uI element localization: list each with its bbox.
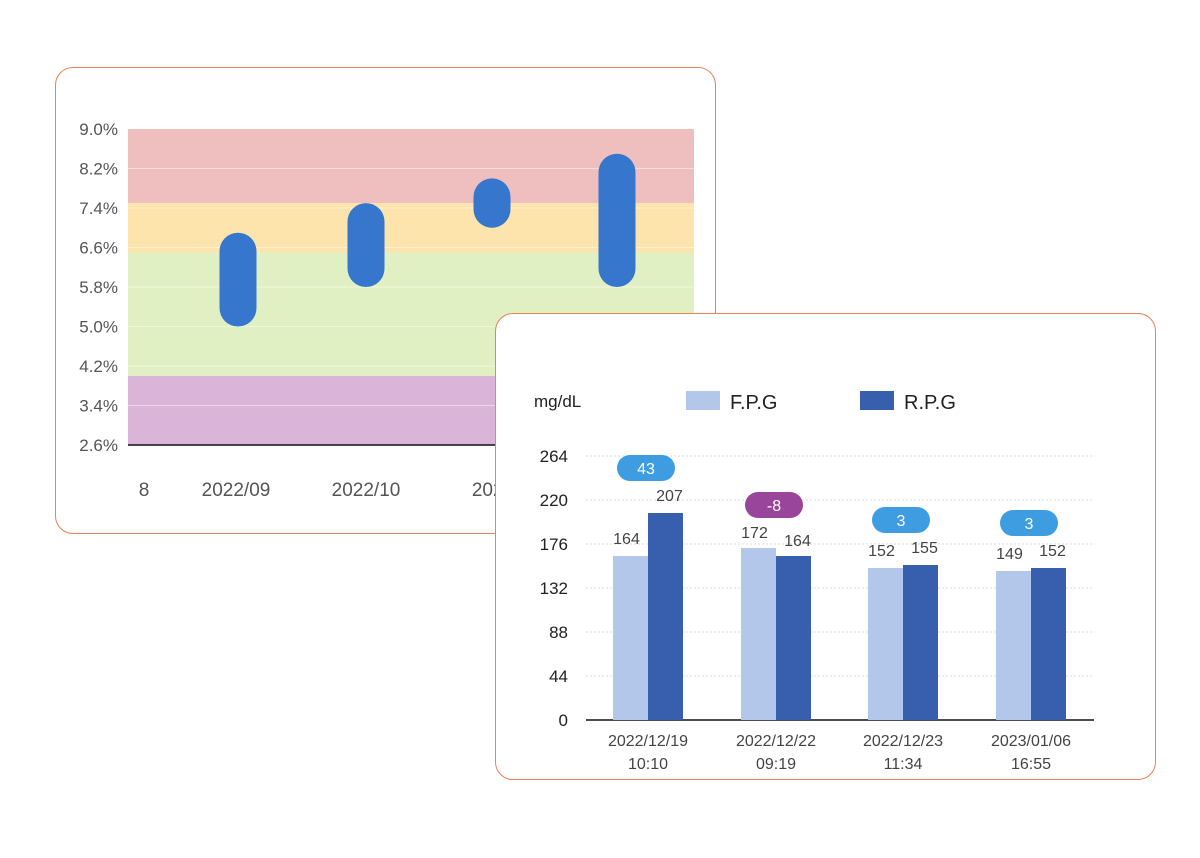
y-tick-label: 8.2% [79, 160, 118, 179]
fpg-value-label: 152 [868, 543, 895, 560]
x-tick-date-label: 2022/12/19 [608, 733, 688, 750]
rpg-value-label: 164 [784, 533, 811, 550]
difference-badge-3 [1000, 510, 1058, 536]
y-tick-label: 176 [540, 535, 568, 554]
x-tick-date-label: 2022/12/22 [736, 733, 816, 750]
x-tick-label: 2022/09 [202, 480, 271, 501]
y-tick-label: 2.6% [79, 436, 118, 455]
rpg-bar-0 [648, 513, 683, 720]
glucose-chart-card: mg/dL F.P.G R.P.G 264 220 176 132 88 44 0 164 207 43… [495, 313, 1156, 780]
rpg-value-label: 152 [1039, 543, 1066, 560]
rpg-value-label: 155 [911, 540, 938, 557]
y-tick-label: 132 [540, 579, 568, 598]
difference-badge-label: -8 [767, 498, 781, 515]
fpg-value-label: 172 [741, 525, 768, 542]
range-bar-2 [473, 178, 511, 228]
range-bar-3 [598, 153, 636, 287]
difference-badge-0 [617, 455, 675, 481]
y-tick-label: 3.4% [79, 397, 118, 416]
y-tick-label: 5.0% [79, 318, 118, 337]
fpg-bar-3 [996, 571, 1031, 720]
difference-badge-label: 43 [637, 461, 655, 478]
glucose-bar-chart: mg/dL F.P.G R.P.G 264 220 176 132 88 44 0 164 20743… [534, 391, 1094, 773]
fpg-bar-2 [868, 568, 903, 720]
y-tick-label: 44 [549, 667, 568, 686]
unit-label: mg/dL [534, 392, 581, 411]
y-tick-label: 5.8% [79, 278, 118, 297]
fpg-value-label: 149 [996, 546, 1023, 563]
x-tick-time-label: 16:55 [1011, 756, 1051, 773]
x-tick-time-label: 11:34 [884, 756, 923, 773]
y-tick-label: 88 [549, 623, 568, 642]
legend-swatch-1 [860, 391, 894, 410]
legend-label-1: R.P.G [904, 392, 956, 414]
difference-badge-label: 3 [897, 513, 906, 530]
x-tick-time-label: 10:10 [628, 756, 668, 773]
y-tick-label: 7.4% [79, 199, 118, 218]
x-tick-date-label: 2022/12/23 [863, 733, 943, 750]
x-tick-time-label: 09:19 [756, 756, 796, 773]
rpg-value-label: 207 [656, 488, 683, 505]
difference-badge-1 [745, 492, 803, 518]
legend-swatch-0 [686, 391, 720, 410]
y-tick-label: 9.0% [79, 120, 118, 139]
y-tick-label: 220 [540, 491, 568, 510]
y-tick-label: 0 [559, 711, 568, 730]
hba1c-chart-card: 9.0% 8.2% 7.4% 6.6% 5.8% 5.0% 4.2% 3.4% 2.6% 8 202… [55, 67, 716, 534]
difference-badge-label: 3 [1025, 516, 1034, 533]
x-tick-label: 8 [139, 480, 150, 501]
y-tick-label: 264 [540, 447, 568, 466]
range-bar-1 [347, 203, 385, 287]
y-tick-label: 4.2% [79, 357, 118, 376]
x-tick-date-label: 2023/01/06 [991, 733, 1071, 750]
legend-label-0: F.P.G [730, 392, 777, 414]
rpg-bar-3 [1031, 568, 1066, 720]
x-tick-label: 2022/10 [332, 480, 401, 501]
y-tick-label: 6.6% [79, 239, 118, 258]
rpg-bar-1 [776, 556, 811, 720]
rpg-bar-2 [903, 565, 938, 720]
fpg-bar-1 [741, 548, 776, 720]
range-bar-0 [219, 232, 257, 327]
fpg-value-label: 164 [613, 531, 640, 548]
difference-badge-2 [872, 507, 930, 533]
fpg-bar-0 [613, 556, 648, 720]
